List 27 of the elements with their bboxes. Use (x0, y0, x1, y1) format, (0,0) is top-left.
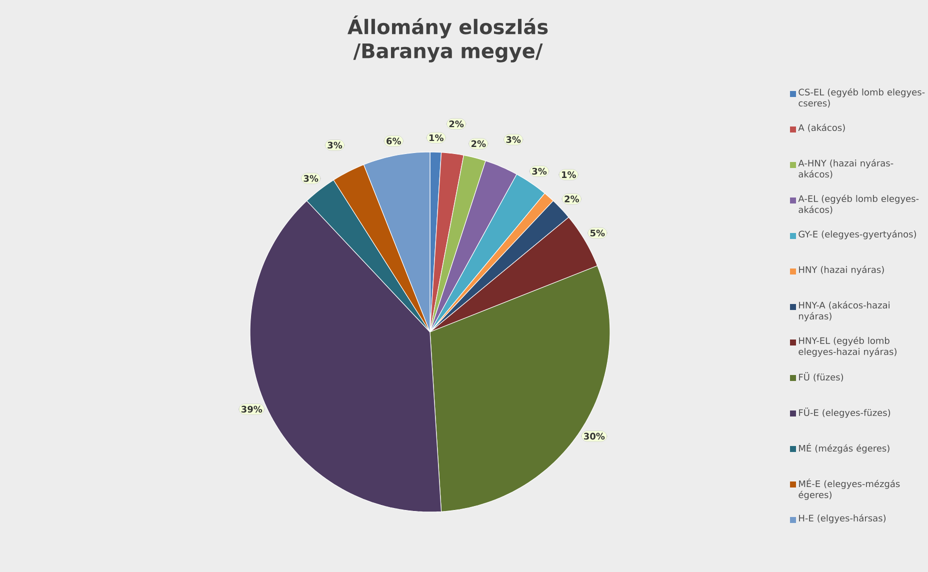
legend-label: MÉ (mézgás égeres) (799, 443, 890, 454)
chart-title: Állomány eloszlás /Baranya megye/ (348, 16, 548, 62)
data-label: 3% (532, 168, 547, 175)
data-label: 3% (304, 175, 318, 182)
legend-label: HNY-EL (egyéb lomb elegyes-hazai nyáras) (798, 336, 896, 357)
legend-label: A-HNY (hazai nyáras-akácos) (798, 159, 894, 179)
data-label: 30% (584, 432, 605, 440)
legend-label: GY-E (elegyes-gyertyános) (798, 230, 916, 240)
legend-label: A (akácos) (798, 124, 845, 132)
data-label: 1% (430, 134, 444, 142)
legend-label: A-EL (egyéb lomb elegyes-akácos) (798, 194, 919, 214)
legend-label: H-E (elgyes-hársas) (799, 514, 886, 524)
data-label: 3% (506, 136, 521, 143)
legend-label: FÜ-E (elegyes-füzes) (799, 408, 890, 418)
legend-label: CS-EL (egyéb lomb elegyes-cseres) (798, 88, 925, 108)
legend-label: HNY-A (akácos-hazai nyáras) (799, 301, 890, 322)
legend-label: HNY (hazai nyáras) (799, 266, 884, 275)
legend-label: FÜ (füzes) (799, 372, 844, 382)
data-label: 3% (328, 142, 342, 149)
data-label: 2% (449, 120, 464, 128)
data-label: 2% (471, 140, 486, 148)
data-label: 5% (590, 230, 605, 236)
legend-label: MÉ-E (elegyes-mézgás égeres) (798, 478, 900, 500)
data-label: 1% (562, 171, 576, 178)
data-label: 6% (386, 138, 402, 144)
data-label: 39% (241, 406, 262, 413)
data-label: 2% (564, 196, 580, 202)
